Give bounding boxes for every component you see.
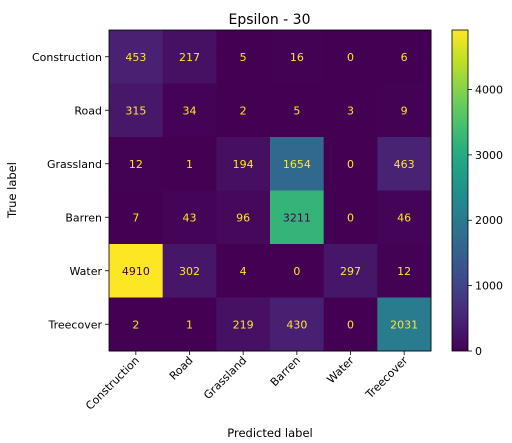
cell-value-label: 3211 — [283, 211, 311, 224]
x-tick-label: Road — [167, 354, 196, 383]
cell-value-label: 7 — [132, 211, 139, 224]
matrix-cell — [162, 190, 217, 245]
matrix-cell — [109, 244, 164, 298]
matrix-cell — [109, 137, 164, 191]
x-tick-label: Barren — [268, 354, 303, 389]
matrix-cell — [377, 30, 432, 84]
cell-value-label: 430 — [286, 318, 307, 331]
cell-value-label: 2031 — [390, 318, 418, 331]
matrix-cell — [377, 137, 432, 191]
cell-value-label: 4 — [240, 265, 247, 278]
matrix-cell — [162, 297, 217, 352]
cell-value-label: 315 — [125, 104, 146, 117]
colorbar-tick-label: 3000 — [475, 149, 503, 162]
matrix-cell — [323, 244, 378, 298]
matrix-cell — [109, 190, 164, 245]
matrix-cell — [377, 83, 432, 138]
colorbar-tick-label: 4000 — [475, 83, 503, 96]
cell-value-label: 96 — [236, 211, 250, 224]
matrix-cell — [216, 83, 271, 138]
cell-value-label: 217 — [179, 51, 200, 64]
cell-value-label: 1 — [186, 318, 193, 331]
cell-value-label: 194 — [233, 158, 254, 171]
y-tick-label: Treecover — [48, 318, 103, 331]
cell-value-label: 12 — [129, 158, 143, 171]
matrix-cell — [216, 244, 271, 298]
matrix-cell — [323, 30, 378, 84]
matrix-cell — [162, 30, 217, 84]
x-axis-label: Predicted label — [227, 426, 312, 440]
cell-value-label: 12 — [397, 265, 411, 278]
matrix-cell — [270, 83, 325, 138]
chart-title: Epsilon - 30 — [228, 12, 310, 28]
y-axis-label: True label — [5, 162, 19, 219]
cell-value-label: 297 — [340, 265, 361, 278]
y-axis-ticks: Construction Road Grassland Barren Water Tree… — [32, 51, 109, 331]
matrix-cell — [323, 83, 378, 138]
cell-value-label: 46 — [397, 211, 411, 224]
cell-value-label: 2 — [132, 318, 139, 331]
cell-value-label: 0 — [347, 318, 354, 331]
matrix-cell — [162, 137, 217, 191]
y-tick-label: Construction — [32, 51, 102, 64]
matrix-cell — [270, 30, 325, 84]
y-tick-label: Grassland — [47, 158, 102, 171]
matrix-frame — [108, 29, 432, 352]
matrix-cell — [323, 137, 378, 191]
x-tick-label: Treecover — [363, 354, 411, 402]
matrix-cell — [377, 190, 432, 245]
cell-value-label: 219 — [233, 318, 254, 331]
cell-value-label: 1654 — [283, 158, 311, 171]
colorbar-tick-label: 1000 — [475, 280, 503, 293]
matrix-cell — [216, 137, 271, 191]
cell-value-label: 16 — [290, 51, 304, 64]
y-tick-label: Water — [69, 265, 102, 278]
matrix-cell — [270, 244, 325, 298]
cell-value-label: 463 — [394, 158, 415, 171]
cell-value-label: 5 — [240, 51, 247, 64]
cell-value-label: 9 — [401, 104, 408, 117]
colorbar — [451, 29, 469, 352]
y-tick-label: Road — [74, 104, 102, 117]
cell-value-label: 1 — [186, 158, 193, 171]
matrix-cell — [270, 190, 325, 245]
matrix-cell — [109, 30, 164, 84]
y-tick-label: Barren — [65, 211, 102, 224]
matrix-cell — [377, 244, 432, 298]
cell-value-label: 0 — [347, 211, 354, 224]
colorbar-tick-label: 2000 — [475, 214, 503, 227]
matrix-cell — [216, 30, 271, 84]
cell-value-label: 2 — [240, 104, 247, 117]
colorbar-tick-label: 0 — [475, 345, 482, 358]
matrix-cell — [216, 297, 271, 352]
x-axis-ticks: Construction Road Grassland Barren Water Tree… — [83, 351, 411, 413]
matrix-cell — [323, 297, 378, 352]
cell-value-label: 0 — [347, 51, 354, 64]
cell-value-label: 43 — [183, 211, 197, 224]
x-tick-label: Water — [324, 354, 357, 387]
matrix-cell — [162, 83, 217, 138]
matrix-cell — [109, 297, 164, 352]
cell-value-label: 4910 — [122, 265, 150, 278]
matrix-cell — [377, 297, 432, 352]
matrix-cell — [270, 297, 325, 352]
x-tick-label: Grassland — [201, 354, 249, 402]
matrix-cell — [109, 83, 164, 138]
matrix-cell — [162, 244, 217, 298]
matrix-cell — [270, 137, 325, 191]
colorbar-ticks: 0 1000 2000 3000 4000 — [468, 83, 503, 358]
matrix-cell — [216, 190, 271, 245]
cell-value-label: 453 — [125, 51, 146, 64]
matrix-cell — [323, 190, 378, 245]
cell-value-label: 5 — [293, 104, 300, 117]
x-tick-label: Construction — [83, 354, 142, 413]
cell-value-label: 302 — [179, 265, 200, 278]
cell-value-label: 34 — [183, 104, 197, 117]
cell-value-label: 3 — [347, 104, 354, 117]
cell-value-label: 0 — [293, 265, 300, 278]
cell-value-label: 6 — [401, 51, 408, 64]
cell-value-label: 0 — [347, 158, 354, 171]
